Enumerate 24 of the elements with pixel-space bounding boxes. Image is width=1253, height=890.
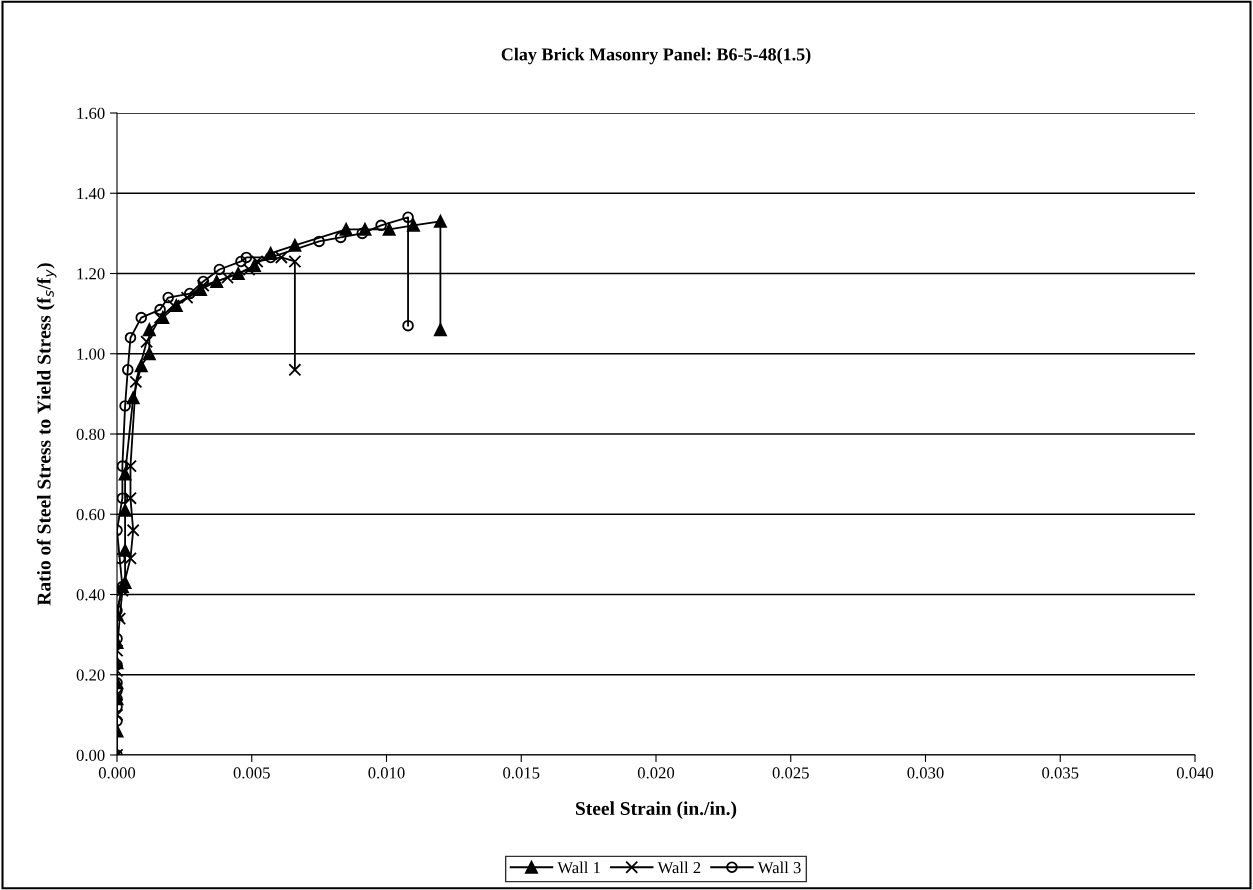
y-tick-label: 1.40 [77, 187, 105, 200]
x-tick-label: 0.040 [1176, 767, 1214, 779]
x-tick-label: 0.035 [1042, 767, 1079, 779]
y-tick-label: 1.00 [77, 348, 105, 360]
x-axis-title: Steel Strain (in./in.) [576, 801, 737, 819]
y-tick-label: 0.60 [76, 508, 105, 521]
y-tick-label: 0.20 [76, 669, 105, 681]
x-tick-label: 0.020 [637, 767, 675, 779]
legend-label: Wall 2 [657, 861, 701, 874]
x-tick-label: 0.000 [98, 767, 136, 779]
legend-label: Wall 1 [557, 861, 600, 874]
y-tick-label: 0.80 [76, 428, 105, 441]
x-tick-label: 0.010 [368, 767, 405, 779]
x-tick-label: 0.030 [907, 767, 944, 779]
chart-title: Clay Brick Masonry Panel: B6-5-48(1.5) [501, 47, 811, 65]
x-tick-label: 0.005 [233, 767, 270, 779]
y-tick-label: 0.00 [76, 749, 105, 762]
x-tick-label: 0.025 [772, 767, 809, 779]
x-tick-label: 0.015 [503, 767, 540, 779]
y-tick-label: 0.40 [76, 589, 105, 601]
legend-label: Wall 3 [757, 861, 801, 874]
y-tick-label: 1.60 [77, 107, 105, 120]
y-tick-label: 1.20 [77, 268, 105, 280]
y-axis-title: Ratio of Steel Stress to Yield Stress (f$_{s}$/f$_{y}$) [36, 263, 57, 606]
